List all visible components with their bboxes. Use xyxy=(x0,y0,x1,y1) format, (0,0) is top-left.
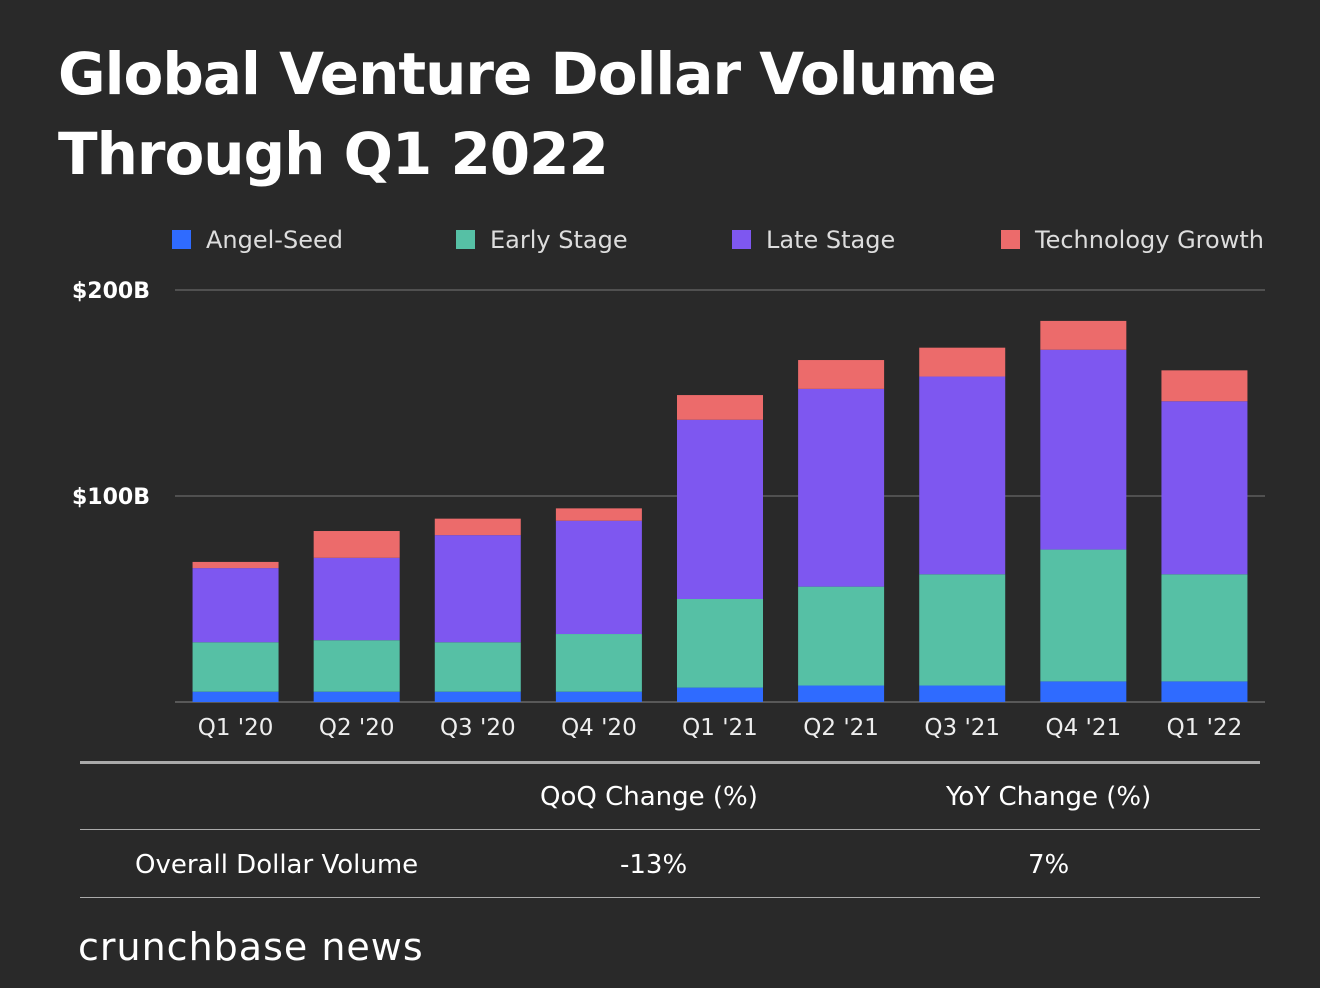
bar-early-stage-1 xyxy=(313,640,400,692)
bar-angel-seed-3 xyxy=(555,691,642,702)
bar-early-stage-6 xyxy=(919,574,1006,686)
x-tick-label-7: Q4 '21 xyxy=(1046,715,1122,741)
yoy-header: YoY Change (%) xyxy=(946,782,1152,812)
bar-technology-growth-3 xyxy=(555,508,642,521)
table-top-rule xyxy=(80,761,1260,764)
bar-technology-growth-5 xyxy=(798,360,885,389)
x-tick-label-3: Q4 '20 xyxy=(561,715,637,741)
bar-late-stage-4 xyxy=(677,419,763,599)
legend-swatch-2 xyxy=(732,230,751,249)
legend-label-0: Angel-Seed xyxy=(206,226,343,254)
bar-technology-growth-2 xyxy=(434,518,521,536)
crunchbase-news-logo: crunchbase news xyxy=(78,925,424,969)
legend-label-2: Late Stage xyxy=(766,226,895,254)
yoy-value: 7% xyxy=(1028,850,1070,880)
bar-angel-seed-8 xyxy=(1161,681,1248,702)
x-tick-label-8: Q1 '22 xyxy=(1167,715,1243,741)
x-tick-label-0: Q1 '20 xyxy=(198,715,274,741)
bar-technology-growth-1 xyxy=(313,531,400,558)
bar-late-stage-0 xyxy=(192,568,279,643)
x-tick-label-1: Q2 '20 xyxy=(319,715,395,741)
x-tick-label-6: Q3 '21 xyxy=(924,715,1000,741)
bar-late-stage-6 xyxy=(919,376,1006,575)
legend: Angel-Seed Early Stage Late Stage Technolog… xyxy=(172,226,1264,254)
stacked-bar-chart: Angel-Seed Early Stage Late Stage Technolog… xyxy=(72,226,1265,741)
bar-angel-seed-2 xyxy=(434,691,521,702)
bar-technology-growth-6 xyxy=(919,347,1006,377)
bar-angel-seed-5 xyxy=(798,685,885,702)
qoq-value: -13% xyxy=(620,850,688,880)
legend-swatch-0 xyxy=(172,230,191,249)
bar-late-stage-1 xyxy=(313,557,400,641)
bar-early-stage-0 xyxy=(192,642,279,692)
bar-angel-seed-0 xyxy=(192,691,279,702)
x-tick-labels: Q1 '20 Q2 '20 Q3 '20 Q4 '20 Q1 '21 Q2 '21 Q3 '… xyxy=(198,715,1243,741)
x-tick-label-5: Q2 '21 xyxy=(803,715,879,741)
y-tick-label-0: $100B xyxy=(72,485,150,510)
qoq-header: QoQ Change (%) xyxy=(540,782,758,812)
x-tick-label-2: Q3 '20 xyxy=(440,715,516,741)
bar-early-stage-7 xyxy=(1040,549,1127,682)
bars xyxy=(192,320,1248,702)
bar-late-stage-7 xyxy=(1040,349,1127,550)
bar-technology-growth-7 xyxy=(1040,320,1127,350)
bar-technology-growth-4 xyxy=(677,395,763,420)
bar-technology-growth-0 xyxy=(192,561,279,569)
bar-angel-seed-4 xyxy=(677,687,763,702)
bar-technology-growth-8 xyxy=(1161,370,1248,402)
table-mid-rule xyxy=(80,829,1260,830)
bar-early-stage-5 xyxy=(798,586,885,686)
bar-early-stage-8 xyxy=(1161,574,1248,682)
bar-angel-seed-1 xyxy=(313,691,400,702)
bar-late-stage-5 xyxy=(798,388,885,587)
chart-title: Global Venture Dollar Volume Through Q1 … xyxy=(58,40,997,188)
legend-swatch-3 xyxy=(1001,230,1020,249)
row-label: Overall Dollar Volume xyxy=(135,850,419,880)
y-tick-label-1: $200B xyxy=(72,279,150,304)
legend-label-1: Early Stage xyxy=(490,226,628,254)
legend-swatch-1 xyxy=(456,230,475,249)
bar-early-stage-4 xyxy=(677,599,763,688)
bar-early-stage-3 xyxy=(555,634,642,692)
x-tick-label-4: Q1 '21 xyxy=(682,715,758,741)
bar-late-stage-8 xyxy=(1161,401,1248,575)
bar-angel-seed-6 xyxy=(919,685,1006,702)
bar-late-stage-3 xyxy=(555,520,642,635)
bar-angel-seed-7 xyxy=(1040,681,1127,702)
bar-early-stage-2 xyxy=(434,642,521,692)
bar-late-stage-2 xyxy=(434,535,521,643)
legend-label-3: Technology Growth xyxy=(1034,226,1264,254)
table-bottom-rule xyxy=(80,897,1260,898)
